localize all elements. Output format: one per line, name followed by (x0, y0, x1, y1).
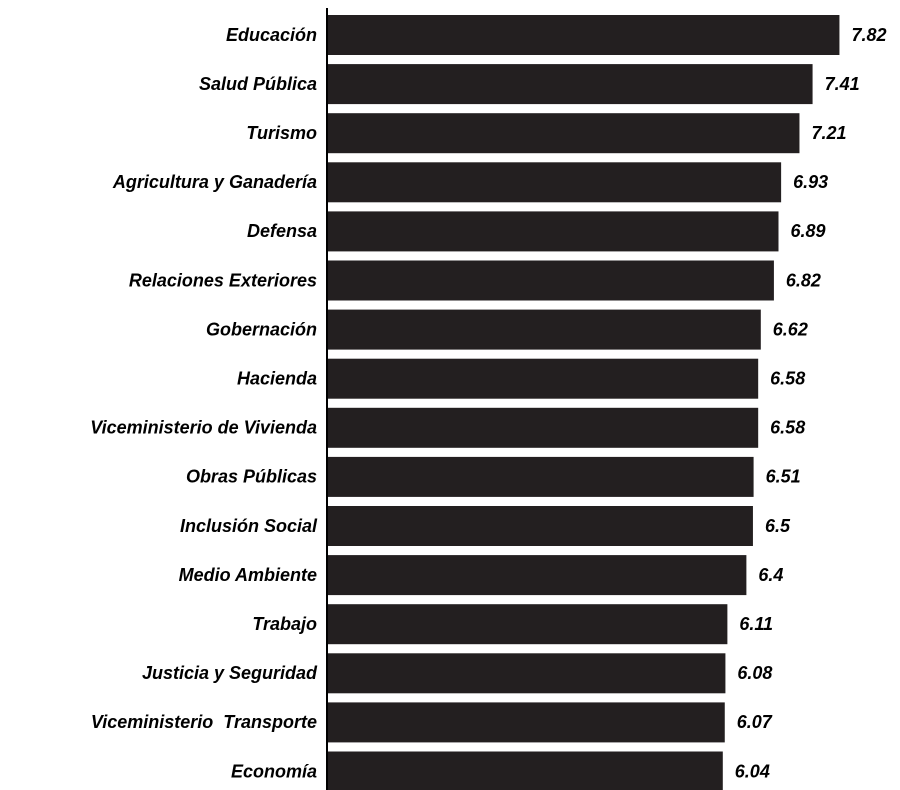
category-label: Trabajo (252, 614, 317, 634)
bar (327, 260, 774, 301)
bar (327, 555, 747, 596)
bar (327, 604, 728, 645)
bar (327, 358, 759, 399)
category-label: Agricultura y Ganadería (112, 172, 317, 192)
bar (327, 653, 726, 694)
category-label: Educación (226, 25, 317, 45)
category-label: Justicia y Seguridad (142, 663, 318, 683)
bar (327, 162, 782, 203)
category-label: Inclusión Social (180, 516, 318, 536)
bar (327, 506, 753, 546)
value-label: 6.08 (737, 663, 772, 683)
value-label: 6.58 (770, 418, 805, 438)
value-label: 7.41 (825, 74, 860, 94)
value-label: 6.93 (793, 172, 828, 192)
bar (327, 15, 840, 55)
category-label: Relaciones Exteriores (129, 270, 317, 290)
category-label: Viceministerio de Vivienda (90, 418, 317, 438)
category-label: Defensa (247, 221, 317, 241)
value-label: 6.5 (765, 516, 791, 536)
category-label: Obras Públicas (186, 467, 317, 487)
value-label: 7.82 (851, 25, 886, 45)
value-label: 6.4 (758, 565, 783, 585)
value-label: 7.21 (811, 123, 846, 143)
bar (327, 64, 813, 105)
value-label: 6.58 (770, 368, 805, 388)
category-label: Turismo (246, 123, 317, 143)
bar (327, 309, 761, 350)
bar (327, 211, 779, 252)
bar (327, 702, 725, 743)
bar (327, 456, 754, 497)
bar (327, 113, 800, 154)
value-label: 6.51 (766, 467, 801, 487)
value-label: 6.07 (737, 712, 773, 732)
value-label: 6.04 (735, 761, 770, 781)
category-label: Hacienda (237, 368, 317, 388)
value-label: 6.82 (786, 270, 821, 290)
category-label: Economía (231, 761, 317, 781)
category-label: Viceministerio Transporte (91, 712, 317, 732)
category-label: Medio Ambiente (179, 565, 317, 585)
value-label: 6.11 (739, 614, 773, 634)
bar (327, 751, 723, 790)
category-label: Gobernación (206, 319, 317, 339)
value-label: 6.62 (773, 319, 808, 339)
category-label: Salud Pública (199, 74, 317, 94)
bar (327, 407, 759, 448)
value-label: 6.89 (790, 221, 825, 241)
